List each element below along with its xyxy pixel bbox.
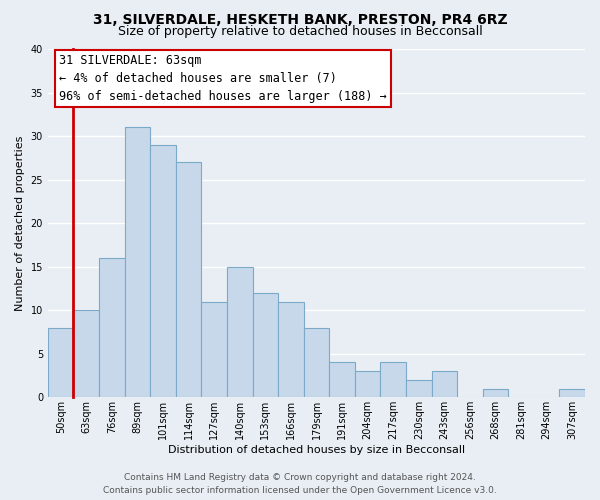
Y-axis label: Number of detached properties: Number of detached properties — [15, 136, 25, 311]
Bar — [559, 388, 585, 398]
Text: 31 SILVERDALE: 63sqm
← 4% of detached houses are smaller (7)
96% of semi-detache: 31 SILVERDALE: 63sqm ← 4% of detached ho… — [59, 54, 386, 103]
Bar — [304, 328, 329, 398]
Bar — [406, 380, 431, 398]
Bar — [253, 293, 278, 398]
Bar — [73, 310, 99, 398]
Text: Size of property relative to detached houses in Becconsall: Size of property relative to detached ho… — [118, 25, 482, 38]
Bar — [278, 302, 304, 398]
Text: Contains HM Land Registry data © Crown copyright and database right 2024.
Contai: Contains HM Land Registry data © Crown c… — [103, 474, 497, 495]
Bar — [482, 388, 508, 398]
Bar — [380, 362, 406, 398]
X-axis label: Distribution of detached houses by size in Becconsall: Distribution of detached houses by size … — [168, 445, 465, 455]
Bar — [99, 258, 125, 398]
Bar — [176, 162, 202, 398]
Bar — [150, 145, 176, 398]
Bar — [125, 128, 150, 398]
Bar — [202, 302, 227, 398]
Bar — [48, 328, 73, 398]
Bar — [227, 266, 253, 398]
Bar — [355, 371, 380, 398]
Text: 31, SILVERDALE, HESKETH BANK, PRESTON, PR4 6RZ: 31, SILVERDALE, HESKETH BANK, PRESTON, P… — [92, 12, 508, 26]
Bar — [329, 362, 355, 398]
Bar — [431, 371, 457, 398]
